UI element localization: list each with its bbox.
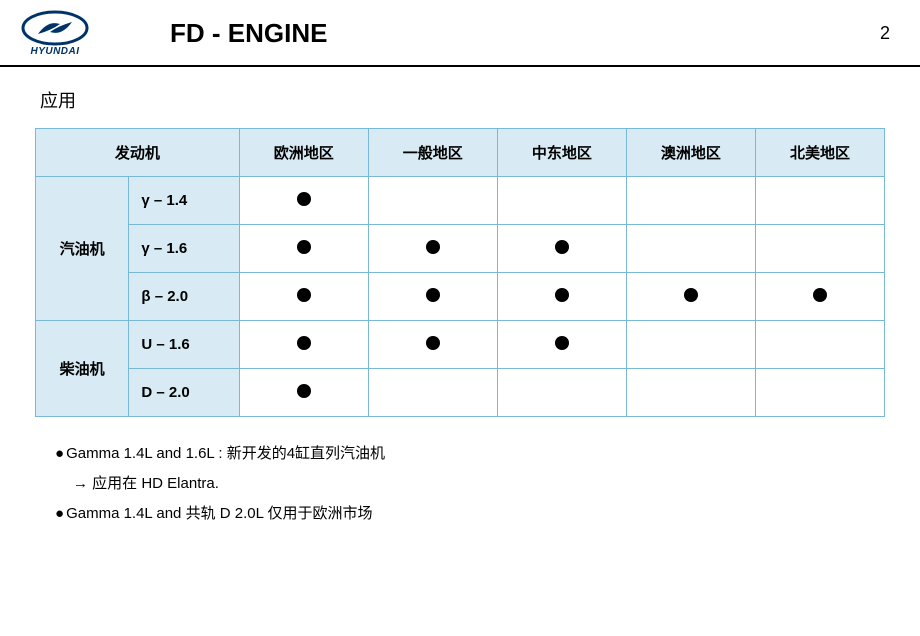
availability-cell <box>755 321 884 369</box>
availability-cell <box>626 225 755 273</box>
note-line: Gamma 1.4L and 1.6L : 新开发的4缸直列汽油机 <box>55 439 885 469</box>
note-line: Gamma 1.4L and 共轨 D 2.0L 仅用于欧洲市场 <box>55 499 885 529</box>
dot-icon <box>684 288 698 302</box>
availability-cell <box>626 369 755 417</box>
table-header-row: 发动机 欧洲地区 一般地区 中东地区 澳洲地区 北美地区 <box>36 129 885 177</box>
availability-cell <box>368 321 497 369</box>
availability-cell <box>755 177 884 225</box>
availability-cell <box>497 369 626 417</box>
dot-icon <box>813 288 827 302</box>
table-row: β – 2.0 <box>36 273 885 321</box>
table-row: γ – 1.6 <box>36 225 885 273</box>
col-header-region: 北美地区 <box>755 129 884 177</box>
availability-cell <box>497 225 626 273</box>
note-subline: → 应用在 HD Elantra. <box>73 469 885 499</box>
dot-icon <box>297 288 311 302</box>
dot-icon <box>426 288 440 302</box>
hyundai-logo: HYUNDAI <box>20 10 90 57</box>
table-row: 汽油机γ – 1.4 <box>36 177 885 225</box>
availability-cell <box>755 225 884 273</box>
availability-cell <box>368 225 497 273</box>
page-title: FD - ENGINE <box>170 18 327 49</box>
col-header-region: 欧洲地区 <box>239 129 368 177</box>
engine-spec: D – 2.0 <box>129 369 239 417</box>
col-header-region: 一般地区 <box>368 129 497 177</box>
dot-icon <box>297 336 311 350</box>
availability-cell <box>755 273 884 321</box>
dot-icon <box>555 336 569 350</box>
availability-cell <box>497 177 626 225</box>
engine-spec: β – 2.0 <box>129 273 239 321</box>
availability-cell <box>497 321 626 369</box>
dot-icon <box>555 288 569 302</box>
col-header-region: 中东地区 <box>497 129 626 177</box>
availability-cell <box>239 369 368 417</box>
availability-cell <box>239 321 368 369</box>
col-header-engine: 发动机 <box>36 129 240 177</box>
dot-icon <box>297 240 311 254</box>
header-left: HYUNDAI FD - ENGINE <box>20 10 327 57</box>
engine-spec: γ – 1.4 <box>129 177 239 225</box>
dot-icon <box>297 384 311 398</box>
section-title: 应用 <box>40 87 885 113</box>
availability-cell <box>626 321 755 369</box>
availability-cell <box>755 369 884 417</box>
availability-cell <box>626 177 755 225</box>
availability-cell <box>626 273 755 321</box>
availability-cell <box>368 273 497 321</box>
engine-spec: γ – 1.6 <box>129 225 239 273</box>
availability-cell <box>368 177 497 225</box>
availability-cell <box>368 369 497 417</box>
dot-icon <box>297 192 311 206</box>
dot-icon <box>555 240 569 254</box>
engine-spec: U – 1.6 <box>129 321 239 369</box>
content: 应用 发动机 欧洲地区 一般地区 中东地区 澳洲地区 北美地区 汽油机γ – 1… <box>0 67 920 529</box>
table-row: D – 2.0 <box>36 369 885 417</box>
page-header: HYUNDAI FD - ENGINE 2 <box>0 0 920 67</box>
table-row: 柴油机U – 1.6 <box>36 321 885 369</box>
engine-application-table: 发动机 欧洲地区 一般地区 中东地区 澳洲地区 北美地区 汽油机γ – 1.4γ… <box>35 128 885 417</box>
dot-icon <box>426 240 440 254</box>
group-label: 柴油机 <box>36 321 129 417</box>
availability-cell <box>239 225 368 273</box>
availability-cell <box>239 273 368 321</box>
availability-cell <box>239 177 368 225</box>
availability-cell <box>497 273 626 321</box>
logo-text: HYUNDAI <box>30 46 79 57</box>
page-number: 2 <box>880 23 890 44</box>
table-body: 汽油机γ – 1.4γ – 1.6β – 2.0柴油机U – 1.6D – 2.… <box>36 177 885 417</box>
group-label: 汽油机 <box>36 177 129 321</box>
hyundai-logo-icon <box>20 10 90 46</box>
dot-icon <box>426 336 440 350</box>
notes: Gamma 1.4L and 1.6L : 新开发的4缸直列汽油机 → 应用在 … <box>55 439 885 529</box>
col-header-region: 澳洲地区 <box>626 129 755 177</box>
